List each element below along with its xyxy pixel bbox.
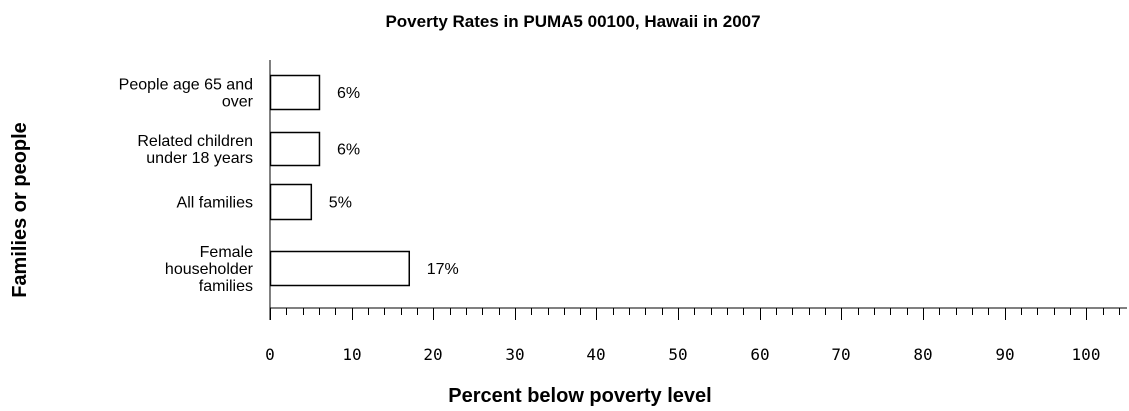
x-tick-label: 90 (995, 345, 1014, 364)
x-tick-label: 100 (1072, 345, 1101, 364)
x-tick-label: 70 (831, 345, 850, 364)
category-label: householder (165, 261, 254, 278)
bar (269, 183, 313, 221)
y-axis-label: Families or people (9, 122, 31, 298)
category-label: Female (200, 244, 253, 261)
value-label: 17% (427, 261, 459, 278)
axes: 0 10 20 30 40 50 60 70 80 90 100 (265, 60, 1127, 364)
value-label: 5% (329, 195, 352, 212)
x-tick-label: 50 (668, 345, 687, 364)
x-tick-label: 10 (342, 345, 361, 364)
x-tick-label: 0 (265, 345, 275, 364)
category-label: Related children (137, 133, 253, 150)
category-label: All families (177, 195, 253, 212)
value-label: 6% (337, 142, 360, 159)
category-label: families (199, 278, 253, 295)
bars: 6% 6% 5% 17% (269, 74, 459, 287)
category-label: over (222, 94, 254, 111)
bar (269, 250, 411, 287)
x-tick-label: 30 (505, 345, 524, 364)
bar (269, 74, 321, 111)
x-tick-label: 60 (750, 345, 769, 364)
x-tick-label: 80 (913, 345, 932, 364)
value-label: 6% (337, 85, 360, 102)
chart-title: Poverty Rates in PUMA5 00100, Hawaii in … (385, 12, 760, 31)
x-tick-label: 40 (586, 345, 605, 364)
bar (269, 131, 321, 167)
x-tick-label: 20 (423, 345, 442, 364)
category-label: under 18 years (146, 150, 253, 167)
category-label: People age 65 and (119, 77, 253, 94)
x-axis-label: Percent below poverty level (448, 385, 711, 407)
